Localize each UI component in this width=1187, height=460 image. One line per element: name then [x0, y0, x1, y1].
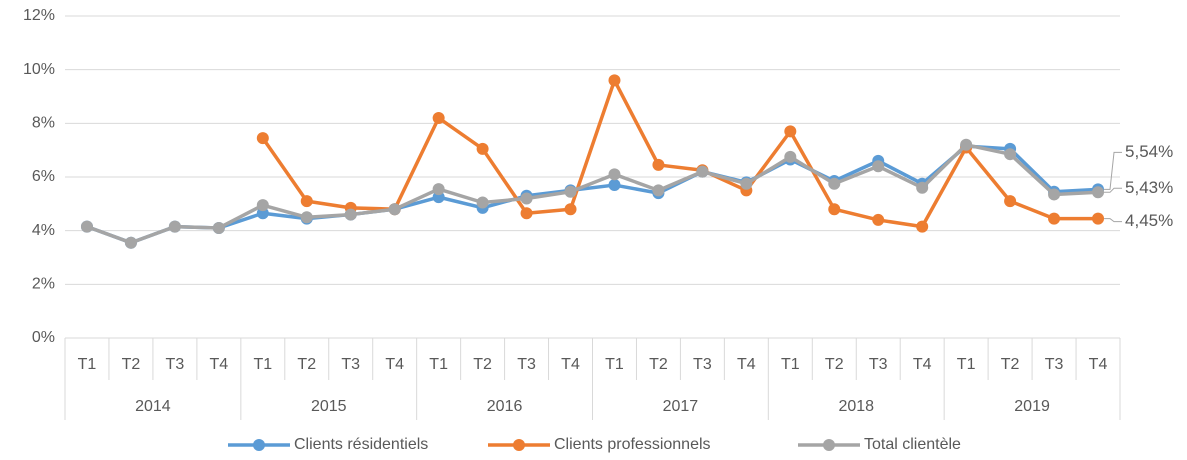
point [520, 192, 533, 205]
point [256, 132, 269, 145]
point [1048, 212, 1061, 225]
point [872, 160, 885, 173]
data-label: 4,45% [1125, 211, 1173, 230]
x-tick-label: T3 [693, 356, 712, 373]
x-tick-label: T1 [253, 356, 272, 373]
x-tick-label: T4 [385, 356, 404, 373]
x-tick-label: T1 [78, 356, 97, 373]
x-tick-label: T1 [957, 356, 976, 373]
point [300, 211, 313, 224]
legend-label: Clients résidentiels [294, 436, 428, 453]
point [432, 183, 445, 196]
x-group-label: 2017 [663, 398, 699, 415]
x-group-label: 2015 [311, 398, 347, 415]
x-tick-label: T1 [605, 356, 624, 373]
point [872, 213, 885, 226]
point [608, 179, 621, 192]
point [168, 220, 181, 233]
legend-label: Clients professionnels [554, 436, 711, 453]
series-line [261, 78, 1099, 229]
y-tick-label: 8% [32, 115, 55, 132]
x-tick-label: T2 [1001, 356, 1020, 373]
point [1092, 186, 1105, 199]
x-tick-label: T2 [473, 356, 492, 373]
point [124, 236, 137, 249]
point [916, 181, 929, 194]
x-tick-label: T4 [1089, 356, 1108, 373]
point [300, 195, 313, 208]
point [652, 158, 665, 171]
point [784, 150, 797, 163]
point [652, 184, 665, 197]
point [1092, 212, 1105, 225]
data-label: 5,54% [1125, 142, 1173, 161]
y-tick-label: 0% [32, 329, 55, 346]
legend-marker [823, 439, 835, 451]
data-label: 5,43% [1125, 178, 1173, 197]
x-group-label: 2019 [1014, 398, 1050, 415]
point [740, 177, 753, 190]
x-tick-label: T4 [561, 356, 580, 373]
point [960, 138, 973, 151]
point [696, 165, 709, 178]
point [432, 111, 445, 124]
point [564, 203, 577, 216]
x-tick-label: T2 [297, 356, 316, 373]
point [212, 221, 225, 234]
series-line [86, 143, 1099, 245]
x-group-label: 2018 [838, 398, 874, 415]
x-tick-label: T4 [210, 356, 229, 373]
point [828, 203, 841, 216]
legend-marker [253, 439, 265, 451]
x-tick-label: T4 [737, 356, 756, 373]
point [784, 125, 797, 138]
point [80, 220, 93, 233]
x-tick-label: T4 [913, 356, 932, 373]
point [564, 185, 577, 198]
x-tick-label: T3 [166, 356, 185, 373]
point [916, 220, 929, 233]
point [476, 142, 489, 155]
y-tick-label: 12% [23, 7, 55, 24]
point [520, 207, 533, 220]
leader-line [1104, 187, 1123, 193]
y-tick-label: 2% [32, 276, 55, 293]
point [608, 74, 621, 87]
point [828, 177, 841, 190]
y-tick-label: 6% [32, 168, 55, 185]
x-tick-label: T3 [517, 356, 536, 373]
x-tick-label: T3 [341, 356, 360, 373]
leader-line [1104, 151, 1123, 190]
point [256, 199, 269, 212]
x-tick-label: T2 [122, 356, 141, 373]
y-tick-label: 4% [32, 222, 55, 239]
x-tick-label: T1 [429, 356, 448, 373]
x-group-label: 2016 [487, 398, 523, 415]
point [1048, 188, 1061, 201]
x-tick-label: T3 [1045, 356, 1064, 373]
point [388, 203, 401, 216]
series-line [86, 144, 1099, 245]
y-tick-label: 10% [23, 61, 55, 78]
legend-label: Total clientèle [864, 436, 961, 453]
point [1004, 195, 1017, 208]
x-tick-label: T3 [869, 356, 888, 373]
x-tick-label: T2 [825, 356, 844, 373]
legend-marker [513, 439, 525, 451]
x-tick-label: T2 [649, 356, 668, 373]
leader-line [1104, 218, 1123, 223]
point [476, 196, 489, 209]
point [344, 208, 357, 221]
point [1004, 148, 1017, 161]
x-group-label: 2014 [135, 398, 171, 415]
x-tick-label: T1 [781, 356, 800, 373]
point [608, 168, 621, 181]
